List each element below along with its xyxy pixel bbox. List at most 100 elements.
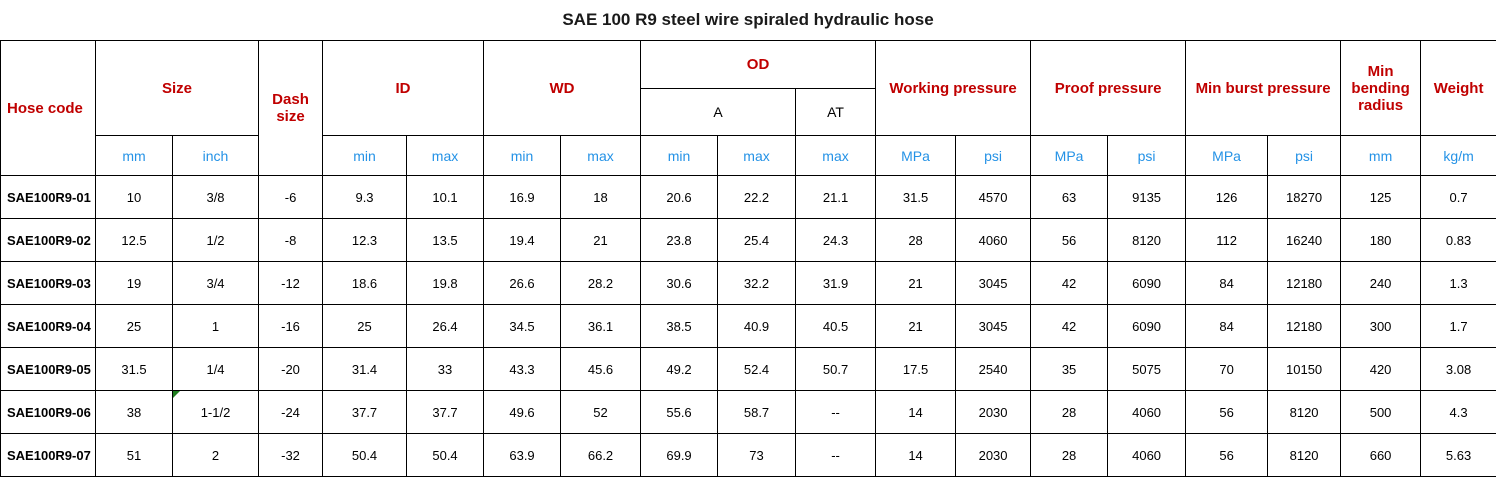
table-cell: 28: [875, 218, 957, 262]
table-cell: 16.9: [483, 175, 562, 219]
table-cell: 28: [1030, 390, 1109, 434]
table-cell: 63: [1030, 175, 1109, 219]
table-cell: 125: [1340, 175, 1422, 219]
table-cell: 9135: [1107, 175, 1187, 219]
table-cell: 4060: [1107, 433, 1187, 477]
table-cell: 6090: [1107, 261, 1187, 305]
table-cell: 40.5: [795, 304, 877, 348]
table-cell: 3045: [955, 261, 1032, 305]
table-cell: 14: [875, 433, 957, 477]
header-id: ID: [322, 40, 485, 136]
table-cell: 37.7: [406, 390, 485, 434]
table-cell: 40.9: [717, 304, 797, 348]
table-cell: 12180: [1267, 261, 1342, 305]
table-cell: 22.2: [717, 175, 797, 219]
unit-bend-mm: mm: [1340, 135, 1422, 176]
header-od-a: A: [640, 88, 797, 136]
table-cell: -20: [258, 347, 324, 391]
table-cell: 18: [560, 175, 642, 219]
table-cell: 300: [1340, 304, 1422, 348]
table-row: SAE100R9-02 12.5 1/2 -8 12.3 13.5 19.4 21 23.8 25…: [0, 218, 1496, 262]
header-wd: WD: [483, 40, 642, 136]
table-cell: 3/8: [171, 175, 260, 219]
table-cell: 21: [875, 304, 957, 348]
table-cell: 12.5: [95, 218, 173, 262]
table-row: SAE100R9-03 19 3/4 -12 18.6 19.8 26.6 28.2 30.6 3…: [0, 261, 1496, 305]
table-cell: 52.4: [717, 347, 797, 391]
unit-od-a-min: min: [640, 135, 719, 176]
table-cell: -24: [258, 390, 324, 434]
table-cell: 1/2: [171, 218, 260, 262]
table-cell: 32.2: [717, 261, 797, 305]
hose-code-cell: SAE100R9-07: [0, 433, 96, 477]
table-cell: 5075: [1107, 347, 1187, 391]
table-cell: 69.9: [640, 433, 719, 477]
hose-code-cell: SAE100R9-06: [0, 390, 96, 434]
table-cell: 2030: [955, 433, 1032, 477]
table-cell: -16: [258, 304, 324, 348]
table-cell: 21.1: [795, 175, 877, 219]
unit-wd-min: min: [483, 135, 562, 176]
table-cell: 84: [1185, 304, 1269, 348]
unit-size-mm: mm: [95, 135, 173, 176]
table-cell: 56: [1030, 218, 1109, 262]
table-cell: 19.8: [406, 261, 485, 305]
table-cell: --: [795, 433, 877, 477]
table-cell: -32: [258, 433, 324, 477]
table-cell: 112: [1185, 218, 1269, 262]
table-cell: 30.6: [640, 261, 719, 305]
header-hose-code: Hose code: [0, 40, 96, 176]
unit-id-max: max: [406, 135, 485, 176]
header-min-bending-radius: Min bending radius: [1340, 40, 1422, 136]
table-cell: 10.1: [406, 175, 485, 219]
table-cell: 8120: [1107, 218, 1187, 262]
table-cell: 63.9: [483, 433, 562, 477]
table-cell: 25.4: [717, 218, 797, 262]
table-cell: 66.2: [560, 433, 642, 477]
table-cell: 20.6: [640, 175, 719, 219]
unit-od-at-max: max: [795, 135, 877, 176]
table-cell: 28.2: [560, 261, 642, 305]
table-cell: 420: [1340, 347, 1422, 391]
unit-mb-psi: psi: [1267, 135, 1342, 176]
table-cell: 126: [1185, 175, 1269, 219]
table-cell: 43.3: [483, 347, 562, 391]
table-cell: 42: [1030, 261, 1109, 305]
table-cell: 18.6: [322, 261, 408, 305]
table-cell: 5.63: [1420, 433, 1496, 477]
hose-code-cell: SAE100R9-01: [0, 175, 96, 219]
table-cell: 4060: [1107, 390, 1187, 434]
table-cell: 1-1/2: [171, 390, 260, 434]
table-cell: 37.7: [322, 390, 408, 434]
table-cell: 1.3: [1420, 261, 1496, 305]
table-cell: 240: [1340, 261, 1422, 305]
unit-mb-mpa: MPa: [1185, 135, 1269, 176]
table-cell: 31.5: [95, 347, 173, 391]
hose-code-cell: SAE100R9-03: [0, 261, 96, 305]
table-cell: 1: [171, 304, 260, 348]
header-dash-size: Dash size: [258, 40, 324, 176]
unit-wp-psi: psi: [955, 135, 1032, 176]
table-row: SAE100R9-07 51 2 -32 50.4 50.4 63.9 66.2 69.9 73-…: [0, 433, 1496, 477]
table-cell: 9.3: [322, 175, 408, 219]
table-cell: 31.4: [322, 347, 408, 391]
unit-od-a-max: max: [717, 135, 797, 176]
table-cell: 84: [1185, 261, 1269, 305]
hose-code-cell: SAE100R9-05: [0, 347, 96, 391]
table-cell: 49.6: [483, 390, 562, 434]
table-cell: 26.6: [483, 261, 562, 305]
table-cell: 51: [95, 433, 173, 477]
table-cell: 3.08: [1420, 347, 1496, 391]
table-cell: 0.7: [1420, 175, 1496, 219]
table-cell: 1.7: [1420, 304, 1496, 348]
table-cell: -12: [258, 261, 324, 305]
table-cell: 38.5: [640, 304, 719, 348]
table-cell: 4060: [955, 218, 1032, 262]
table-cell: 50.7: [795, 347, 877, 391]
table-header: Hose code Size Dash size ID WD OD Workin…: [0, 40, 1496, 176]
table-cell: 4570: [955, 175, 1032, 219]
header-proof-pressure: Proof pressure: [1030, 40, 1187, 136]
table-cell: -8: [258, 218, 324, 262]
hose-code-cell: SAE100R9-04: [0, 304, 96, 348]
